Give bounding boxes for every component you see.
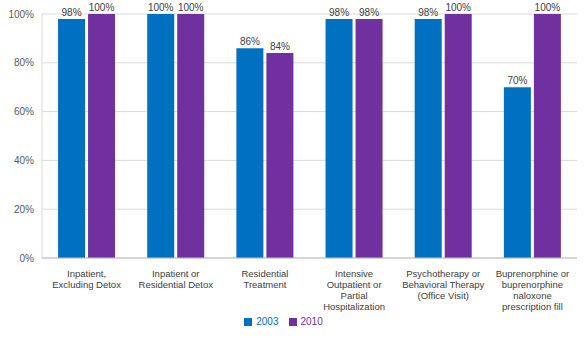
svg-text:IntensiveOutpatient orPartialH: IntensiveOutpatient orPartialHospitaliza… bbox=[323, 268, 385, 312]
svg-text:0%: 0% bbox=[20, 253, 35, 264]
svg-text:60%: 60% bbox=[14, 106, 34, 117]
svg-text:84%: 84% bbox=[270, 41, 290, 52]
svg-text:86%: 86% bbox=[240, 36, 260, 47]
svg-text:100%: 100% bbox=[89, 2, 115, 13]
svg-text:40%: 40% bbox=[14, 155, 34, 166]
svg-text:100%: 100% bbox=[535, 2, 561, 13]
svg-text:100%: 100% bbox=[8, 9, 34, 20]
svg-text:100%: 100% bbox=[178, 2, 204, 13]
svg-text:70%: 70% bbox=[507, 75, 527, 86]
svg-text:98%: 98% bbox=[62, 7, 82, 18]
svg-text:80%: 80% bbox=[14, 57, 34, 68]
svg-text:100%: 100% bbox=[148, 2, 174, 13]
svg-text:Inpatient,Excluding Detox: Inpatient,Excluding Detox bbox=[52, 268, 121, 290]
svg-text:20%: 20% bbox=[14, 204, 34, 215]
svg-text:98%: 98% bbox=[418, 7, 438, 18]
svg-text:Buprenorphine orbuprenorphinen: Buprenorphine orbuprenorphinenaloxonepre… bbox=[496, 268, 569, 312]
html-text:2010: 2010 bbox=[300, 316, 323, 327]
html-text:2003: 2003 bbox=[256, 316, 279, 327]
svg-text:ResidentialTreatment: ResidentialTreatment bbox=[241, 268, 288, 290]
svg-text:Inpatient orResidential Detox: Inpatient orResidential Detox bbox=[139, 268, 214, 290]
svg-text:Psychotherapy orBehavioral The: Psychotherapy orBehavioral Therapy(Offic… bbox=[402, 268, 484, 301]
svg-text:100%: 100% bbox=[445, 2, 471, 13]
svg-text:98%: 98% bbox=[329, 7, 349, 18]
svg-text:98%: 98% bbox=[359, 7, 379, 18]
